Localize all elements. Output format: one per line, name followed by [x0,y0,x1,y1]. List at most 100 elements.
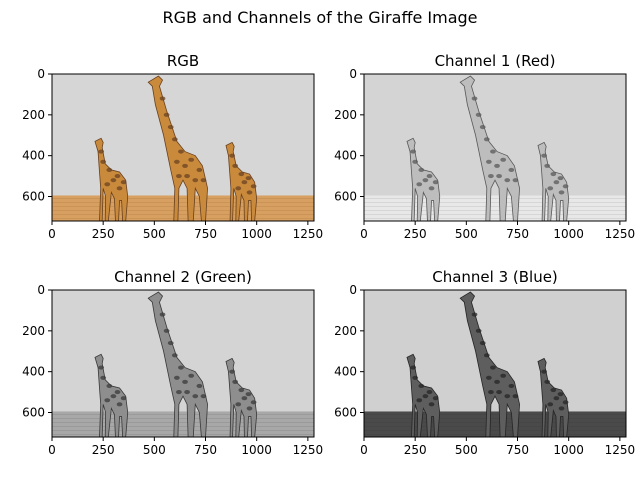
giraffe-spot [418,167,425,172]
giraffe-spot [490,365,496,370]
giraffe-spot [475,112,482,117]
giraffe-spot [541,369,547,374]
giraffe-spot [163,328,170,333]
giraffe-spot [485,375,492,380]
y-tick-label: 600 [22,190,45,204]
giraffe-spot [159,96,166,101]
giraffe-spot [167,125,174,130]
panel-title: Channel 2 (Green) [114,268,252,286]
giraffe-spot [512,178,519,183]
axes-frame [363,289,627,438]
giraffe-spot [428,402,435,407]
giraffe-spot [471,312,478,317]
giraffe-spot [479,341,486,346]
x-tick-label: 1000 [241,227,272,241]
giraffe-spot [246,406,253,411]
giraffe-spot [106,383,113,388]
giraffe-spot [98,149,104,154]
giraffe-1 [459,291,520,437]
y-tick-label: 600 [334,190,357,204]
x-tick-label: 1250 [605,443,636,457]
x-tick-label: 250 [404,227,427,241]
panel-green: Channel 2 (Green) 0 250 500 750 1000 1250 0 200 4… [22,268,323,457]
panel-image [52,290,314,437]
giraffe-spot [500,373,507,378]
x-tick-label: 0 [360,443,368,457]
giraffe-spot [188,373,195,378]
giraffe-spot [250,400,257,405]
giraffe-spot [182,163,188,168]
panel-red: Channel 1 (Red) 0 250 500 750 1000 1250 0 200 400… [334,52,635,241]
y-tick-label: 400 [22,365,45,379]
giraffe-spot [500,157,507,162]
giraffe-spot [178,149,184,154]
giraffe-spot [504,394,511,399]
giraffe-spot [496,174,502,179]
y-tick-label: 0 [37,67,45,81]
y-tick-label: 400 [22,149,45,163]
giraffe-spot [428,186,435,191]
giraffe-spot [544,163,551,168]
y-tick-label: 200 [334,108,357,122]
giraffe-spot [173,159,180,164]
giraffe-spot [116,186,123,191]
ground-region [52,411,314,437]
giraffe-spot [200,178,207,183]
giraffe-spot [229,369,235,374]
x-tick-label: 1000 [553,227,584,241]
giraffe-spot [485,159,492,164]
giraffe-spot [558,406,565,411]
giraffe-spot [232,163,239,168]
giraffe-spot [235,402,242,407]
x-tick-label: 1250 [605,227,636,241]
x-tick-label: 500 [143,227,166,241]
figure-suptitle: RGB and Channels of the Giraffe Image [162,8,478,27]
giraffe-spot [416,182,423,187]
giraffe-spot [184,174,190,179]
giraffe-spot [114,390,121,395]
x-tick-label: 500 [143,443,166,457]
giraffe-group [406,291,570,437]
x-tick-label: 750 [194,227,217,241]
giraffe-spot [171,137,178,142]
ground-region [364,411,626,437]
giraffe-spot [562,184,569,189]
giraffe-spot [562,400,569,405]
giraffe-spot [163,112,170,117]
x-tick-label: 750 [506,443,529,457]
giraffe-spot [422,394,429,399]
giraffe-spot [479,125,486,130]
giraffe-spot [504,178,511,183]
y-tick-label: 600 [334,406,357,420]
giraffe-spot [200,394,207,399]
giraffe-spot [238,388,245,393]
x-tick-label: 0 [48,443,56,457]
giraffe-spot [471,96,478,101]
giraffe-spot [238,172,245,177]
x-tick-label: 0 [48,227,56,241]
panel-title: Channel 3 (Blue) [432,268,558,286]
panel-image [364,74,626,221]
giraffe-spot [229,153,235,158]
x-tick-label: 250 [404,443,427,457]
y-tick-label: 0 [349,283,357,297]
giraffe-spot [171,353,178,358]
giraffe-spot [159,312,166,317]
giraffe-spot [496,390,502,395]
giraffe-spot [558,190,565,195]
giraffe-spot [412,375,419,380]
y-tick-label: 200 [334,324,357,338]
giraffe-spot [176,390,182,395]
giraffe-spot [541,153,547,158]
x-tick-label: 250 [92,227,115,241]
x-tick-label: 1000 [241,443,272,457]
giraffe-spot [104,398,111,403]
giraffe-group [406,75,570,221]
giraffe-spot [483,353,490,358]
giraffe-spot [488,390,494,395]
y-tick-label: 200 [22,108,45,122]
giraffe-spot [106,167,113,172]
giraffe-spot [235,186,242,191]
giraffe-spot [110,394,117,399]
